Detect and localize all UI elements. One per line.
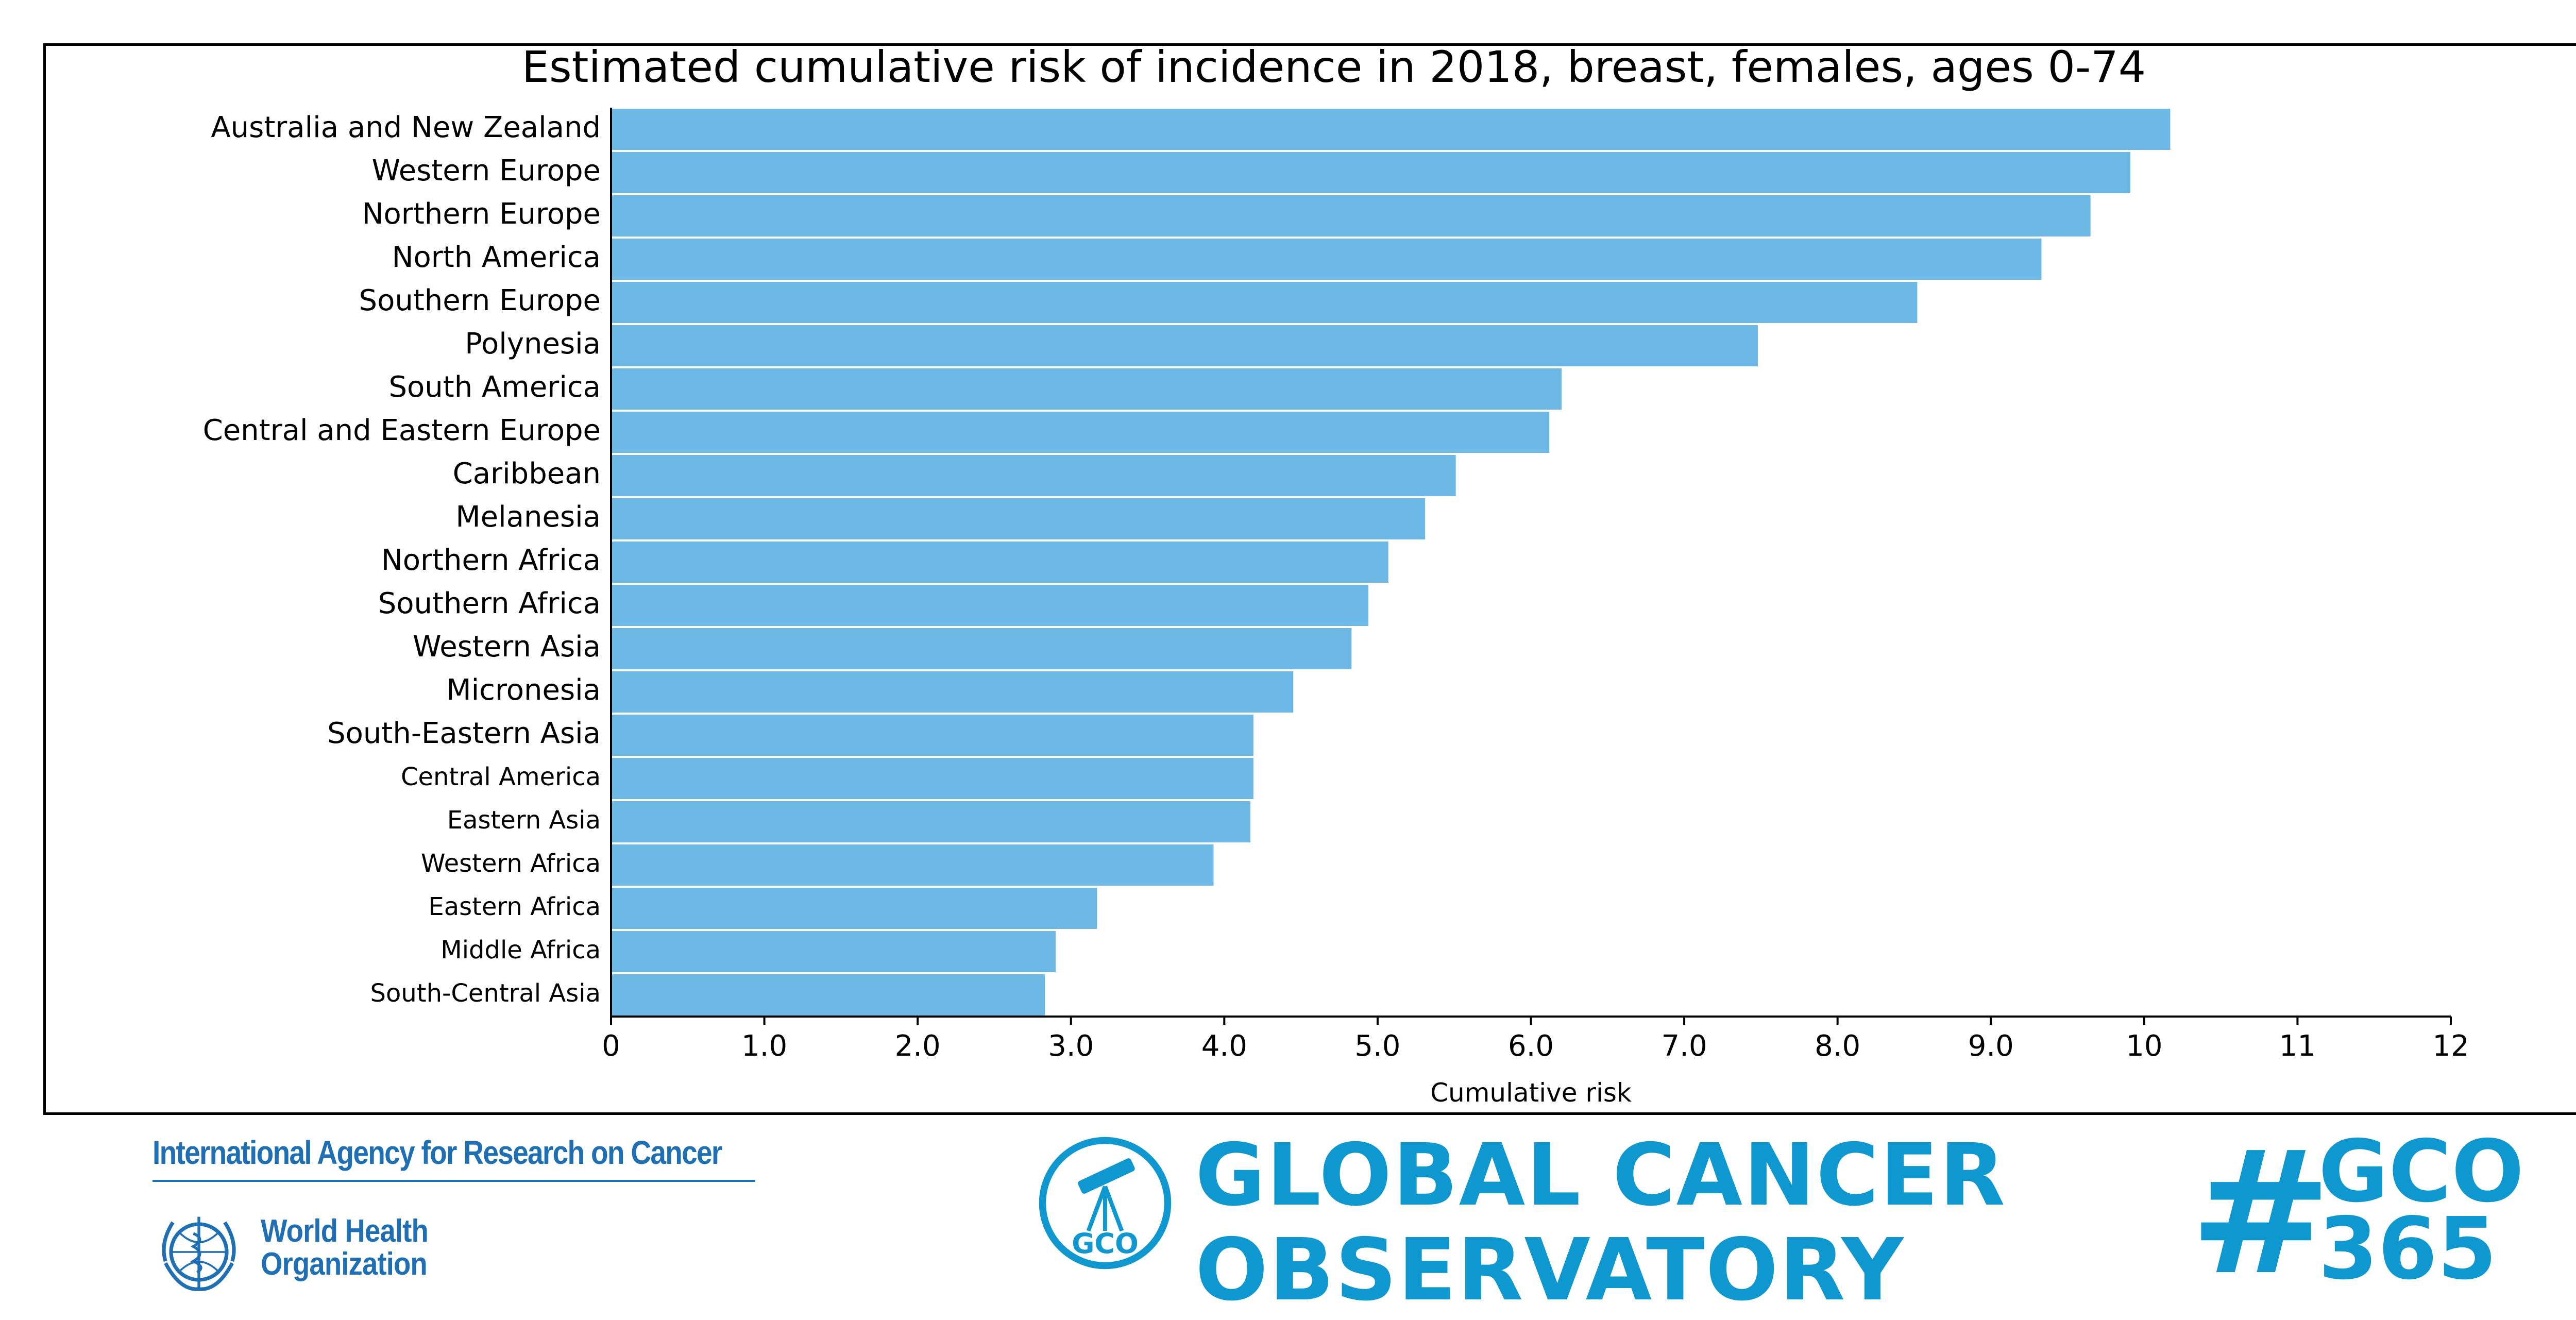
category-label-17: Western Africa: [421, 849, 601, 878]
who-emblem-icon: [162, 1216, 236, 1291]
hash-sign: #: [2190, 1114, 2332, 1312]
hashtag-line-1: GCO: [2318, 1122, 2524, 1222]
category-label-1: Western Europe: [372, 154, 601, 188]
iarc-name: International Agency for Research on Can…: [152, 1134, 722, 1171]
x-tick-label-5: 5.0: [1354, 1029, 1400, 1063]
category-label-12: Western Asia: [413, 630, 601, 664]
x-tick-label-11: 11: [2279, 1029, 2316, 1063]
bar-11: [611, 585, 1369, 626]
category-label-9: Melanesia: [455, 500, 601, 534]
iarc-who-logo: International Agency for Research on Can…: [152, 1133, 771, 1298]
bar-0: [611, 109, 2171, 150]
x-tick-label-6: 6.0: [1508, 1029, 1554, 1063]
x-tick-label-4: 4.0: [1201, 1029, 1247, 1063]
x-tick-label-9: 9.0: [1968, 1029, 2014, 1063]
bar-13: [611, 671, 1294, 713]
hashtag-line-2: 365: [2318, 1199, 2497, 1299]
bar-12: [611, 628, 1352, 669]
x-tick-label-10: 10: [2126, 1029, 2162, 1063]
category-label-13: Micronesia: [446, 673, 601, 707]
x-tick-label-2: 2.0: [895, 1029, 941, 1063]
bar-14: [611, 715, 1253, 756]
x-tick-label-3: 3.0: [1048, 1029, 1094, 1063]
gco-line-1: GLOBAL CANCER: [1195, 1126, 2007, 1225]
category-label-8: Caribbean: [453, 457, 601, 490]
chart-frame: Estimated cumulative risk of incidence i…: [43, 43, 2576, 1115]
who-name: World Health Organization: [261, 1213, 429, 1282]
category-label-6: South America: [388, 370, 601, 404]
category-label-10: Northern Africa: [381, 544, 601, 577]
category-label-18: Eastern Africa: [428, 892, 601, 921]
bar-8: [611, 455, 1456, 496]
category-label-11: Southern Africa: [378, 587, 601, 620]
category-label-2: Northern Europe: [362, 197, 601, 231]
category-labels: Australia and New Zealand Western Europe N…: [203, 111, 601, 1008]
chart-title: Estimated cumulative risk of incidence i…: [522, 46, 2146, 92]
bar-3: [611, 239, 2042, 280]
x-tick-label-8: 8.0: [1815, 1029, 1860, 1063]
bar-5: [611, 325, 1758, 366]
bar-chart: Estimated cumulative risk of incidence i…: [203, 46, 2469, 1108]
x-axis-ticks: 0 1.0 2.0 3.0 4.0 5.0 6.0 7.0 8.0 9.0 10 11 12: [602, 1017, 2469, 1063]
bar-16: [611, 801, 1250, 842]
bar-2: [611, 195, 2091, 236]
footer-branding: International Agency for Research on Can…: [0, 1118, 2576, 1319]
category-label-19: Middle Africa: [440, 936, 601, 964]
bar-15: [611, 758, 1253, 799]
bars-group: [611, 109, 2171, 1016]
category-label-0: Australia and New Zealand: [211, 111, 601, 144]
iarc-divider: [152, 1180, 755, 1182]
bar-7: [611, 412, 1550, 453]
x-tick-label-12: 12: [2432, 1029, 2469, 1063]
category-label-5: Polynesia: [465, 327, 601, 361]
x-tick-label-1: 1.0: [741, 1029, 787, 1063]
gco-line-2: OBSERVATORY: [1195, 1221, 1905, 1320]
x-tick-label-7: 7.0: [1662, 1029, 1707, 1063]
bar-6: [611, 368, 1562, 410]
who-line-1: World Health: [261, 1213, 429, 1249]
bar-20: [611, 974, 1045, 1016]
category-label-14: South-Eastern Asia: [327, 717, 601, 750]
who-line-2: Organization: [261, 1246, 428, 1282]
gco-telescope-icon: GCO: [1039, 1137, 1172, 1270]
bar-1: [611, 152, 2131, 193]
bar-10: [611, 541, 1388, 583]
gco-badge-text: GCO: [1072, 1227, 1139, 1260]
bar-17: [611, 844, 1214, 886]
category-label-15: Central America: [401, 763, 601, 791]
category-label-16: Eastern Asia: [447, 806, 601, 835]
bar-9: [611, 498, 1426, 539]
category-label-4: Southern Europe: [359, 284, 601, 317]
x-axis-title: Cumulative risk: [1430, 1078, 1632, 1108]
bar-18: [611, 888, 1097, 929]
bar-4: [611, 282, 1918, 323]
bar-19: [611, 931, 1056, 972]
category-label-3: North America: [392, 241, 601, 274]
category-label-7: Central and Eastern Europe: [203, 414, 601, 447]
gco-name: GLOBAL CANCER OBSERVATORY: [1195, 1128, 2006, 1318]
x-tick-label-0: 0: [602, 1029, 620, 1063]
category-label-20: South-Central Asia: [370, 979, 601, 1008]
